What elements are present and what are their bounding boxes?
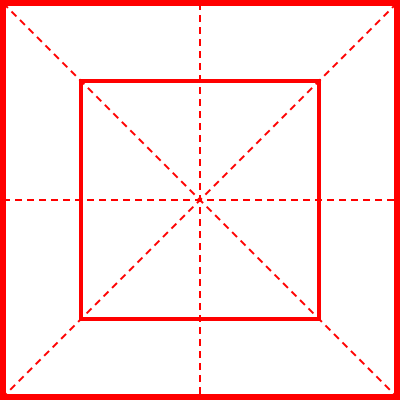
inner-square xyxy=(79,79,321,321)
